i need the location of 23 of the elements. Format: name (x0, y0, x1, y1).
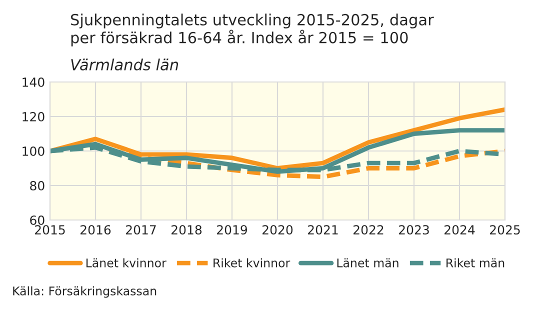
x-tick-label: 2017 (126, 225, 156, 235)
x-tick-label: 2019 (217, 225, 248, 235)
y-tick-label: 80 (30, 180, 44, 190)
x-tick-label: 2024 (444, 225, 475, 235)
legend-label: Länet kvinnor (86, 258, 166, 268)
x-tick-label: 2020 (262, 225, 293, 235)
x-tick-label: 2018 (172, 225, 202, 235)
legend-label: Riket kvinnor (214, 258, 290, 268)
legend-label: Länet män (337, 258, 398, 268)
y-tick-label: 60 (30, 215, 44, 225)
chart-title: Sjukpenningtalets utveckling 2015-2025, dagar per försäkrad 16-64 år. Index år 2015 = 100 (71, 14, 434, 46)
x-tick-label: 2023 (399, 225, 429, 235)
x-tick-label: 2021 (308, 225, 338, 235)
x-tick-label: 2015 (35, 225, 65, 235)
x-tick-label: 2025 (490, 225, 520, 235)
x-tick-label: 2022 (354, 225, 384, 235)
y-tick-label: 100 (22, 146, 44, 156)
y-tick-label: 120 (22, 112, 44, 122)
text: Källa: Försäkringskassan (13, 286, 156, 298)
x-tick-label: 2016 (80, 225, 111, 235)
y-tick-label: 140 (22, 77, 44, 87)
legend-label: Riket män (446, 258, 504, 268)
chart-subtitle: Värmlands län (71, 58, 178, 70)
